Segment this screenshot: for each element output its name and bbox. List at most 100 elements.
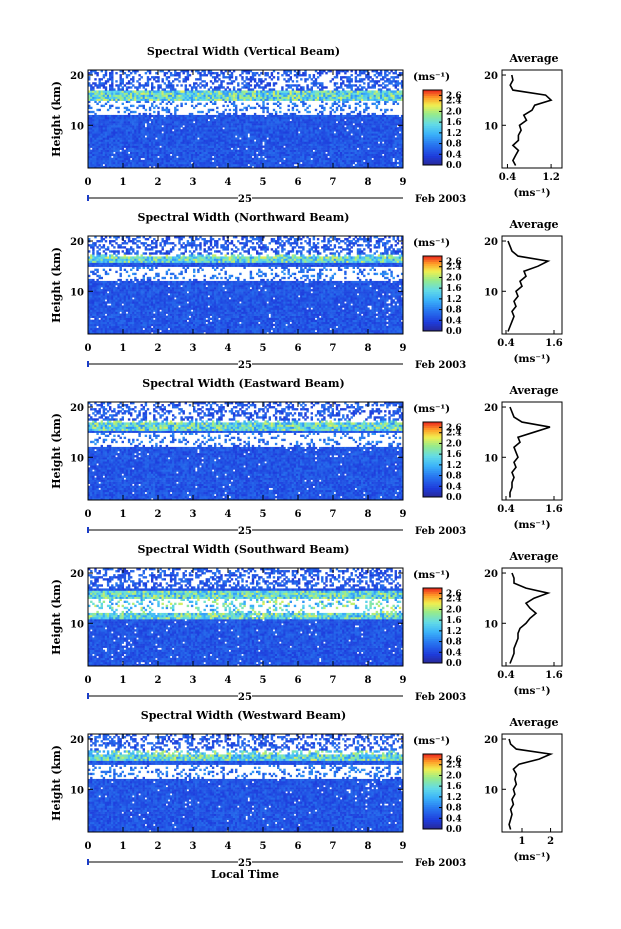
heatmap-cell: [264, 141, 267, 144]
heatmap-cell: [104, 157, 108, 161]
heatmap-cell: [96, 141, 99, 144]
heatmap-cell: [272, 96, 276, 99]
heatmap-cell: [146, 149, 150, 152]
heatmap-cell: [306, 137, 309, 140]
heatmap-cell: [211, 135, 215, 138]
heatmap-cell: [266, 123, 269, 126]
heatmap-cell: [222, 96, 225, 99]
heatmap-cell: [96, 145, 99, 148]
heatmap-cell: [102, 155, 106, 159]
heatmap-cell: [228, 90, 232, 93]
heatmap-cell: [237, 116, 240, 120]
heatmap-cell: [153, 94, 156, 97]
heatmap-cell: [106, 114, 110, 118]
heatmap-cell: [151, 165, 154, 169]
heatmap-cell: [348, 94, 351, 97]
heatmap-cell: [167, 94, 171, 97]
heatmap-cell: [197, 123, 200, 126]
heatmap-cell: [182, 98, 185, 101]
heatmap-cell: [371, 96, 374, 99]
heatmap-cell: [218, 129, 221, 132]
heatmap-cell: [235, 108, 238, 112]
heatmap-cell: [167, 147, 171, 150]
heatmap-cell: [342, 123, 345, 126]
heatmap-cell: [319, 92, 322, 95]
heatmap-cell: [270, 157, 274, 161]
heatmap-cell: [260, 94, 263, 97]
heatmap-cell: [363, 114, 366, 118]
heatmap-cell: [167, 149, 171, 152]
heatmap-cell: [220, 137, 223, 140]
heatmap-cell: [113, 161, 116, 165]
heatmap-cell: [346, 86, 349, 89]
heatmap-cell: [283, 165, 286, 169]
heatmap-cell: [121, 139, 124, 142]
heatmap-cell: [325, 161, 328, 165]
heatmap-cell: [260, 86, 263, 89]
heatmap-cell: [293, 121, 297, 124]
heatmap-cell: [262, 88, 265, 91]
heatmap-cell: [199, 165, 202, 169]
heatmap-cell: [165, 141, 169, 144]
heatmap-cell: [237, 159, 240, 163]
heatmap-cell: [123, 163, 127, 167]
heatmap-cell: [222, 151, 225, 155]
heatmap-cell: [319, 110, 322, 114]
heatmap-cell: [157, 90, 160, 93]
heatmap-cell: [165, 161, 169, 165]
heatmap-cell: [167, 121, 171, 124]
heatmap-cell: [379, 157, 383, 161]
heatmap-cell: [199, 94, 202, 97]
heatmap-cell: [274, 155, 278, 159]
heatmap-cell: [155, 155, 158, 159]
heatmap-cell: [274, 110, 278, 114]
heatmap-cell: [146, 100, 150, 103]
heatmap-cell: [291, 159, 295, 163]
heatmap-cell: [274, 145, 278, 148]
heatmap-cell: [174, 94, 177, 97]
heatmap-cell: [333, 100, 337, 103]
heatmap-cell: [344, 143, 347, 146]
heatmap-cell: [367, 141, 370, 144]
heatmap-cell: [396, 102, 400, 106]
heatmap-cell: [272, 94, 276, 97]
heatmap-cell: [186, 159, 190, 163]
heatmap-cell: [335, 165, 339, 169]
heatmap-cell: [136, 94, 139, 97]
heatmap-cell: [115, 143, 118, 146]
heatmap-cell: [300, 90, 303, 93]
heatmap-cell: [146, 96, 150, 99]
heatmap-cell: [163, 125, 166, 128]
heatmap-cell: [209, 129, 213, 132]
heatmap-cell: [163, 151, 166, 155]
heatmap-cell: [125, 100, 129, 103]
heatmap-cell: [92, 86, 95, 89]
heatmap-cell: [138, 153, 141, 157]
heatmap-cell: [258, 159, 261, 163]
heatmap-cell: [153, 139, 156, 142]
heatmap-cell: [325, 153, 328, 157]
heatmap-cell: [298, 149, 301, 152]
heatmap-cell: [98, 163, 101, 167]
heatmap-cell: [176, 165, 179, 169]
heatmap-cell: [245, 133, 248, 136]
heatmap-cell: [241, 114, 244, 118]
heatmap-cell: [302, 94, 305, 97]
heatmap-cell: [155, 157, 158, 161]
heatmap-cell: [289, 137, 292, 140]
heatmap-cell: [321, 86, 324, 89]
heatmap-cell: [222, 112, 225, 116]
heatmap-cell: [279, 114, 282, 118]
heatmap-cell: [329, 155, 332, 159]
heatmap-cell: [241, 147, 244, 150]
heatmap-cell: [256, 114, 259, 118]
heatmap-cell: [132, 119, 135, 122]
heatmap-cell: [323, 145, 326, 148]
heatmap-cell: [371, 155, 374, 159]
heatmap-cell: [293, 159, 297, 163]
heatmap-cell: [195, 94, 198, 97]
heatmap-cell: [111, 92, 114, 95]
heatmap-cell: [148, 96, 152, 99]
heatmap-cell: [224, 121, 227, 124]
heatmap-cell: [316, 141, 320, 144]
